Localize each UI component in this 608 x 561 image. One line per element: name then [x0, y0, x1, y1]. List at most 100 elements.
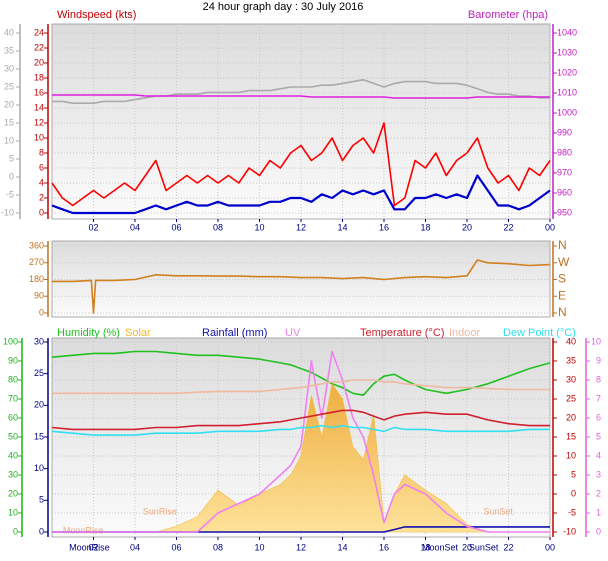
y-tick-label: 15: [34, 431, 44, 441]
y-tick-label: -10: [563, 526, 576, 536]
y-tick-label: 10: [8, 507, 18, 517]
event-label: MoonRise: [69, 542, 110, 552]
y-tick-label: 25: [4, 81, 14, 91]
y-tick-label: E: [558, 288, 566, 302]
y-tick-label: 40: [566, 336, 576, 346]
y-tick-label: 0: [13, 526, 18, 536]
y-tick-label: 10: [34, 463, 44, 473]
y-tick-label: 1010: [557, 87, 577, 97]
y-tick-label: 10: [4, 135, 14, 145]
annotation: SunRise: [143, 506, 177, 516]
y-tick-label: 270: [29, 257, 44, 267]
x-tick-label: 18: [420, 222, 430, 232]
y-tick-label: 70: [8, 393, 18, 403]
y-tick-label: 970: [557, 167, 572, 177]
line: [51, 174, 551, 215]
y-tick-label: 9: [596, 355, 601, 365]
event-label: MoonSet: [422, 542, 459, 552]
y-tick-label: 18: [34, 72, 44, 82]
y-tick-label: 15: [4, 117, 14, 127]
y-tick-label: 3: [596, 469, 601, 479]
y-tick-label: 0: [39, 207, 44, 217]
y-tick-label: -5: [6, 189, 14, 199]
y-tick-label: 6: [596, 412, 601, 422]
line: [51, 122, 551, 207]
y-tick-label: 1040: [557, 27, 577, 37]
y-tick-label: 30: [4, 63, 14, 73]
y-tick-label: 14: [34, 102, 44, 112]
y-tick-label: 7: [596, 393, 601, 403]
y-tick-label: 980: [557, 147, 572, 157]
y-tick-label: 960: [557, 187, 572, 197]
x-tick-label: 18: [420, 542, 430, 552]
event-label: SunSet: [469, 542, 499, 552]
y-tick-label: 5: [9, 153, 14, 163]
y-tick-label: 35: [566, 355, 576, 365]
y-tick-label: 20: [34, 400, 44, 410]
y-tick-label: 10: [566, 450, 576, 460]
y-tick-label: 80: [8, 374, 18, 384]
chart-title: 24 hour graph day : 30 July 2016: [203, 1, 364, 13]
y-tick-label: 180: [29, 274, 44, 284]
x-tick-label: 04: [130, 542, 140, 552]
y-tick-label: 360: [29, 240, 44, 250]
line: [52, 259, 551, 314]
y-tick-label: 30: [8, 469, 18, 479]
x-tick-label: 06: [171, 542, 181, 552]
y-tick-label: 5: [596, 431, 601, 441]
y-tick-label: 1030: [557, 47, 577, 57]
x-tick-label: 00: [545, 222, 555, 232]
y-tick-label: 1: [596, 507, 601, 517]
y-tick-label: 0: [571, 488, 576, 498]
y-tick-label: 950: [557, 207, 572, 217]
x-tick-label: 10: [254, 222, 264, 232]
y-tick-label: 0: [39, 526, 44, 536]
y-tick-label: 10: [34, 132, 44, 142]
x-tick-label: 08: [213, 542, 223, 552]
y-tick-label: 90: [34, 291, 44, 301]
wind-axis-label: Windspeed (kts): [57, 9, 136, 21]
y-tick-label: 12: [34, 117, 44, 127]
y-tick-label: 8: [596, 374, 601, 384]
x-tick-label: 22: [503, 222, 513, 232]
y-tick-label: 16: [34, 87, 44, 97]
legend-entry: Dew Point (°C): [503, 327, 576, 339]
y-tick-label: 60: [8, 412, 18, 422]
line: [51, 350, 551, 396]
x-tick-label: 14: [337, 542, 347, 552]
y-tick-label: 15: [566, 431, 576, 441]
x-tick-label: 02: [88, 222, 98, 232]
x-tick-label: 16: [379, 542, 389, 552]
legend-entry: Temperature (°C): [360, 327, 444, 339]
x-tick-label: 12: [296, 542, 306, 552]
y-tick-label: 30: [566, 374, 576, 384]
line: [51, 409, 550, 431]
x-tick-label: 00: [545, 542, 555, 552]
y-tick-label: 0: [9, 171, 14, 181]
x-tick-label: 14: [337, 222, 347, 232]
y-tick-label: 0: [596, 526, 601, 536]
x-tick-label: 02: [88, 542, 98, 552]
line: [52, 94, 550, 99]
annotation: SunSet: [483, 506, 513, 516]
x-tick-label: 12: [296, 222, 306, 232]
y-tick-label: 1000: [557, 107, 577, 117]
y-tick-label: 990: [557, 127, 572, 137]
y-tick-label: 1020: [557, 67, 577, 77]
annotation: MoonRise: [63, 525, 104, 535]
x-tick-label: 20: [462, 542, 472, 552]
y-tick-label: 20: [566, 412, 576, 422]
y-tick-label: N: [558, 238, 567, 252]
y-tick-label: 35: [4, 45, 14, 55]
y-tick-label: 25: [34, 368, 44, 378]
line: [52, 79, 550, 104]
y-tick-label: S: [558, 272, 566, 286]
y-tick-label: 4: [596, 450, 601, 460]
y-tick-label: 25: [566, 393, 576, 403]
y-tick-label: 10: [591, 336, 601, 346]
y-tick-label: 6: [39, 162, 44, 172]
x-tick-label: 08: [213, 222, 223, 232]
y-tick-label: 30: [34, 336, 44, 346]
x-tick-label: 16: [379, 222, 389, 232]
